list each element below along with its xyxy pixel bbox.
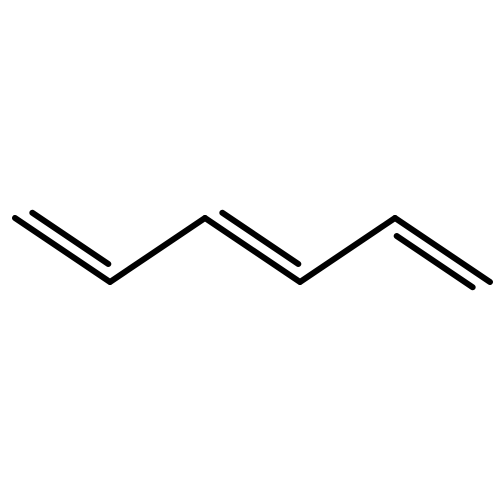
molecule-diagram bbox=[0, 0, 500, 500]
bond-line bbox=[110, 218, 205, 282]
bond-line bbox=[15, 218, 110, 282]
bond-line bbox=[395, 218, 490, 282]
bond-line bbox=[205, 218, 300, 282]
bond-line bbox=[300, 218, 395, 282]
